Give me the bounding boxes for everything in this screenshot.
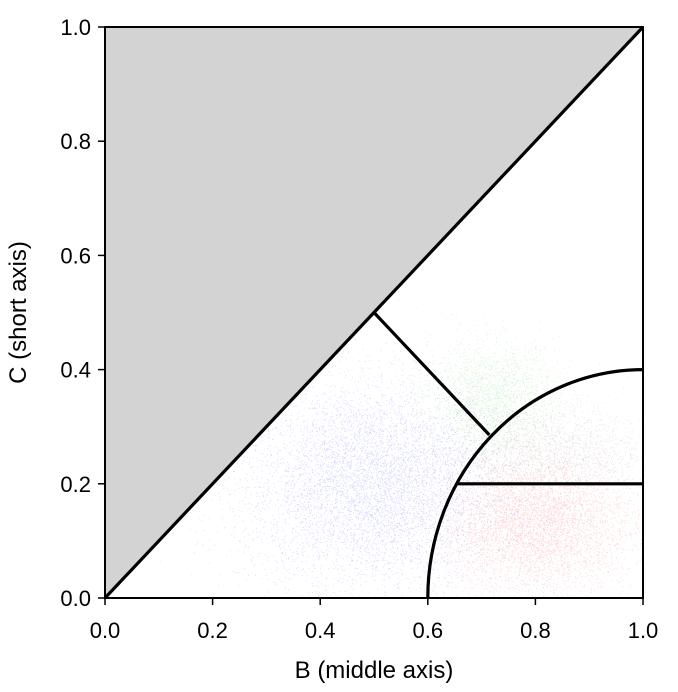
y-tick-label: 0.6 — [60, 243, 91, 268]
y-axis-label: C (short axis) — [5, 241, 32, 384]
y-tick-label: 0.4 — [60, 358, 91, 383]
x-tick-label: 0.6 — [413, 618, 444, 643]
x-tick-label: 0.8 — [520, 618, 551, 643]
x-tick-label: 0.2 — [197, 618, 228, 643]
y-tick-label: 0.0 — [60, 586, 91, 611]
x-tick-label: 0.0 — [90, 618, 121, 643]
plot-frame — [104, 26, 644, 599]
scatter-series-1 — [159, 263, 607, 599]
y-tick-label: 0.2 — [60, 472, 91, 497]
y-axis-ticks: 0.0 0.2 0.4 0.6 0.8 1.0 — [60, 15, 105, 611]
y-tick-label: 0.8 — [60, 129, 91, 154]
x-tick-label: 1.0 — [628, 618, 659, 643]
boundary-lines — [103, 25, 645, 600]
scatter-points — [159, 263, 644, 599]
plot-area — [103, 25, 645, 600]
y-tick-label: 1.0 — [60, 15, 91, 40]
scatter-series-4 — [382, 367, 644, 521]
x-axis-ticks: 0.0 0.2 0.4 0.6 0.8 1.0 — [90, 598, 659, 643]
x-tick-label: 0.4 — [305, 618, 336, 643]
boundary-perpendicular — [372, 311, 491, 436]
x-axis-label: B (middle axis) — [295, 657, 454, 684]
boundary-arc — [426, 368, 644, 599]
